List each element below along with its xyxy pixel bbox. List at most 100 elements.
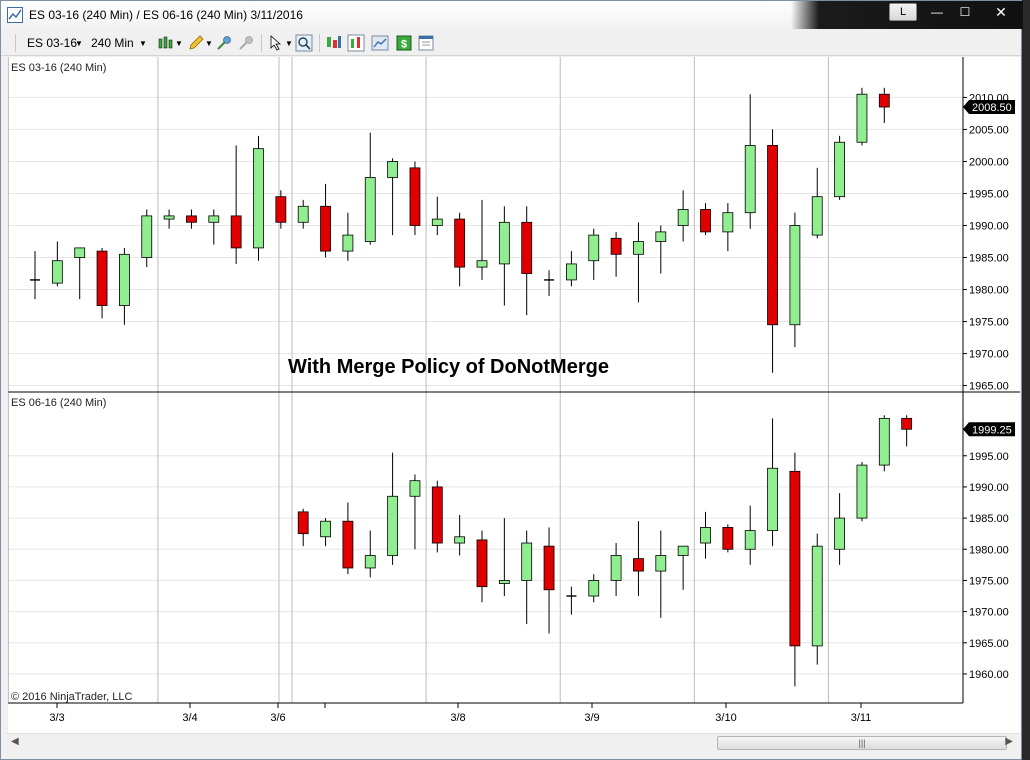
chevron-down-icon[interactable]: ▼ (139, 39, 147, 48)
candle-up[interactable] (655, 555, 667, 572)
candle-down[interactable] (878, 93, 890, 108)
instrument-selector[interactable]: ES 03-16 (27, 36, 78, 50)
candle-down[interactable] (901, 417, 913, 430)
candle-up[interactable] (476, 260, 488, 268)
candle-down[interactable] (320, 205, 331, 252)
candle-down[interactable] (476, 539, 488, 588)
candle-down[interactable] (722, 527, 734, 550)
chevron-down-icon[interactable]: ▼ (75, 39, 83, 48)
candle-up[interactable] (297, 205, 309, 223)
horizontal-scrollbar[interactable]: ◀ ||| ▶ (5, 733, 1019, 751)
candle-up[interactable] (253, 148, 264, 249)
candle-down[interactable] (521, 221, 533, 274)
candle-up[interactable] (633, 241, 644, 255)
candle-up[interactable] (409, 480, 421, 497)
candle-up[interactable] (655, 231, 667, 242)
candle-up[interactable] (119, 253, 130, 306)
candle-up[interactable] (700, 527, 711, 544)
link-button[interactable]: L (889, 3, 917, 21)
minimize-button[interactable]: — (931, 5, 943, 19)
chevron-down-icon[interactable]: ▼ (205, 39, 213, 48)
candle-up[interactable] (364, 555, 376, 569)
candle-up[interactable] (163, 215, 175, 220)
candle-up[interactable] (789, 225, 801, 326)
candle-down[interactable] (767, 145, 778, 326)
candle-up[interactable] (878, 417, 890, 466)
candle-up[interactable] (811, 196, 823, 236)
candle-down[interactable] (275, 196, 287, 223)
candle-down[interactable] (431, 486, 443, 544)
candle-up[interactable] (744, 530, 756, 550)
y-tick-label: 1970.00 (969, 349, 1009, 361)
candle-down[interactable] (297, 511, 309, 535)
chart-style-icon[interactable] (157, 34, 175, 52)
scroll-left-arrow-icon[interactable]: ◀ (11, 736, 19, 747)
candle-up[interactable] (208, 215, 220, 223)
candle-down[interactable] (230, 215, 242, 249)
candle-up[interactable] (320, 520, 331, 538)
candle-up[interactable] (498, 221, 510, 265)
candle-up[interactable] (856, 464, 868, 519)
candle-down[interactable] (633, 558, 644, 572)
candle-up[interactable] (387, 161, 399, 178)
candle-down[interactable] (543, 545, 555, 591)
candle-up[interactable] (141, 215, 153, 258)
candle-up[interactable] (767, 467, 778, 531)
pin-icon[interactable] (215, 34, 233, 52)
candle-down[interactable] (409, 167, 421, 226)
candle-up[interactable] (677, 209, 689, 226)
dollar-icon[interactable]: $ (395, 34, 413, 52)
candle-up[interactable] (387, 495, 399, 556)
candle-up[interactable] (856, 93, 868, 143)
candle-down[interactable] (610, 237, 622, 255)
candle-down[interactable] (789, 470, 801, 647)
data-box-icon[interactable] (417, 34, 435, 52)
y-tick-label: 1985.00 (969, 253, 1009, 265)
candle-up[interactable] (431, 218, 443, 226)
candle-up[interactable] (74, 247, 86, 258)
scrollbar-thumb[interactable]: ||| (717, 736, 1007, 750)
candle-down[interactable] (186, 215, 197, 223)
maximize-button[interactable]: ☐ (959, 5, 971, 19)
chevron-down-icon[interactable]: ▼ (175, 39, 183, 48)
pencil-icon[interactable] (187, 34, 205, 52)
candle-up[interactable] (454, 536, 466, 544)
candle-up[interactable] (51, 260, 63, 284)
strategies-icon[interactable] (347, 34, 365, 52)
zoom-icon[interactable] (295, 34, 313, 52)
candle-up[interactable] (342, 234, 354, 252)
chevron-down-icon[interactable]: ▼ (285, 39, 293, 48)
x-tick-label: 3/9 (584, 712, 599, 724)
x-tick-label: 3/3 (49, 712, 64, 724)
candle-down[interactable] (700, 209, 711, 233)
pin-disabled-icon[interactable] (237, 34, 255, 52)
candle-up[interactable] (834, 141, 845, 198)
candle-up[interactable] (722, 212, 734, 233)
chart-properties-icon[interactable] (371, 34, 389, 52)
candle-down[interactable] (342, 520, 354, 569)
candle-up[interactable] (834, 517, 845, 550)
last-price-label: 1999.25 (972, 424, 1012, 436)
candle-up[interactable] (744, 145, 756, 214)
candle-up[interactable] (364, 177, 376, 242)
candle-up[interactable] (677, 545, 689, 556)
y-tick-label: 1965.00 (969, 638, 1009, 650)
candle-down[interactable] (454, 218, 466, 268)
candle-up[interactable] (588, 580, 600, 597)
indicators-icon[interactable] (325, 34, 343, 52)
candle-up[interactable] (498, 580, 510, 584)
close-button[interactable]: ✕ (995, 4, 1007, 20)
candle-up[interactable] (566, 263, 577, 281)
interval-selector[interactable]: 240 Min (91, 36, 134, 50)
candle-up[interactable] (521, 542, 533, 581)
cursor-icon[interactable] (267, 34, 285, 52)
candle-up[interactable] (811, 545, 823, 647)
candle-up[interactable] (588, 234, 600, 262)
candle-up[interactable] (610, 555, 622, 581)
title-bar[interactable]: ES 03-16 (240 Min) / ES 06-16 (240 Min) … (1, 1, 1023, 29)
scroll-right-arrow-icon[interactable]: ▶ (1005, 736, 1013, 747)
chart-canvas[interactable]: 2010.002005.002000.001995.001990.001985.… (7, 57, 1020, 733)
candle-down[interactable] (96, 250, 108, 306)
chart-area[interactable]: 2010.00 2005.00 2000.00 1995.00 1990.00 1985.… (7, 57, 1020, 733)
